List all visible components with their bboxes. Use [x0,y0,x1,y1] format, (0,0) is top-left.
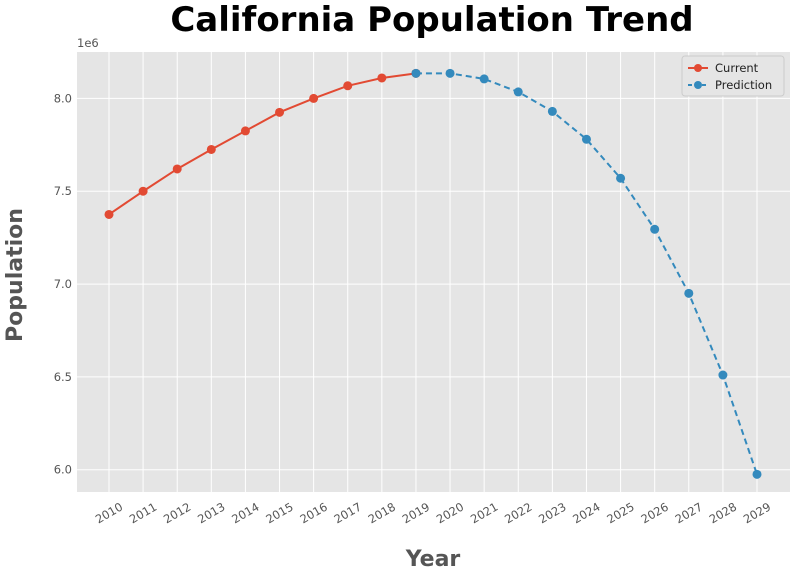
chart-title: California Population Trend [170,0,693,40]
x-tick-label: 2016 [297,500,329,527]
data-point [343,81,353,91]
series-prediction [411,68,762,479]
y-axis-label: Population [3,208,28,342]
data-point [479,74,489,84]
x-tick-label: 2017 [332,500,364,527]
y-tick-label: 6.0 [54,463,72,477]
legend-swatch-marker [694,64,702,72]
legend: Current Prediction [681,55,785,97]
x-tick-label: 2026 [639,500,671,527]
x-tick-label: 2015 [263,500,295,527]
x-tick-label: 2011 [127,500,159,527]
data-point [547,106,557,116]
data-point [513,87,523,97]
x-tick-label: 2024 [570,500,602,527]
x-axis-label: Year [405,547,461,572]
x-tick-label: 2010 [93,500,125,527]
x-tick-label: 2023 [536,500,568,527]
plot-area [77,52,790,492]
series [104,68,762,479]
x-tick-label: 2019 [400,500,432,527]
data-point [650,224,660,234]
data-point [206,144,216,154]
data-point [309,93,319,103]
x-tick-label: 2027 [673,500,705,527]
data-point [138,186,148,196]
x-tick-label: 2021 [468,500,500,527]
y-tick-label: 6.5 [54,370,72,384]
data-point [445,68,455,78]
x-tick-label: 2014 [229,500,261,527]
series-line [415,72,758,475]
data-point [616,173,626,183]
legend-label: Prediction [715,78,772,92]
x-tick-label: 2020 [434,500,466,527]
legend-box [681,55,785,97]
y-offset-label: 1e6 [77,36,99,50]
data-point [411,68,421,78]
data-point [718,370,728,380]
data-point [377,73,387,83]
x-tick-label: 2013 [195,500,227,527]
y-tick-label: 7.0 [54,277,72,291]
data-point [752,469,762,479]
x-tick-label: 2025 [604,500,636,527]
y-tick-label: 8.0 [54,91,72,105]
data-point [275,107,285,117]
data-point [104,209,114,219]
legend-item: Prediction [688,78,772,92]
legend-swatch-marker [694,81,702,89]
series-line [108,72,417,216]
x-tick-label: 2028 [707,500,739,527]
x-tick-label: 2022 [502,500,534,527]
x-tick-label: 2029 [741,500,773,527]
y-tick-label: 7.5 [54,184,72,198]
data-point [172,164,182,174]
legend-label: Current [715,61,759,75]
data-point [684,288,694,298]
legend-item: Current [688,61,759,75]
data-point [581,134,591,144]
x-tick-label: 2018 [366,500,398,527]
x-tick-label: 2012 [161,500,193,527]
grid-lines [77,52,790,492]
data-point [240,126,250,136]
